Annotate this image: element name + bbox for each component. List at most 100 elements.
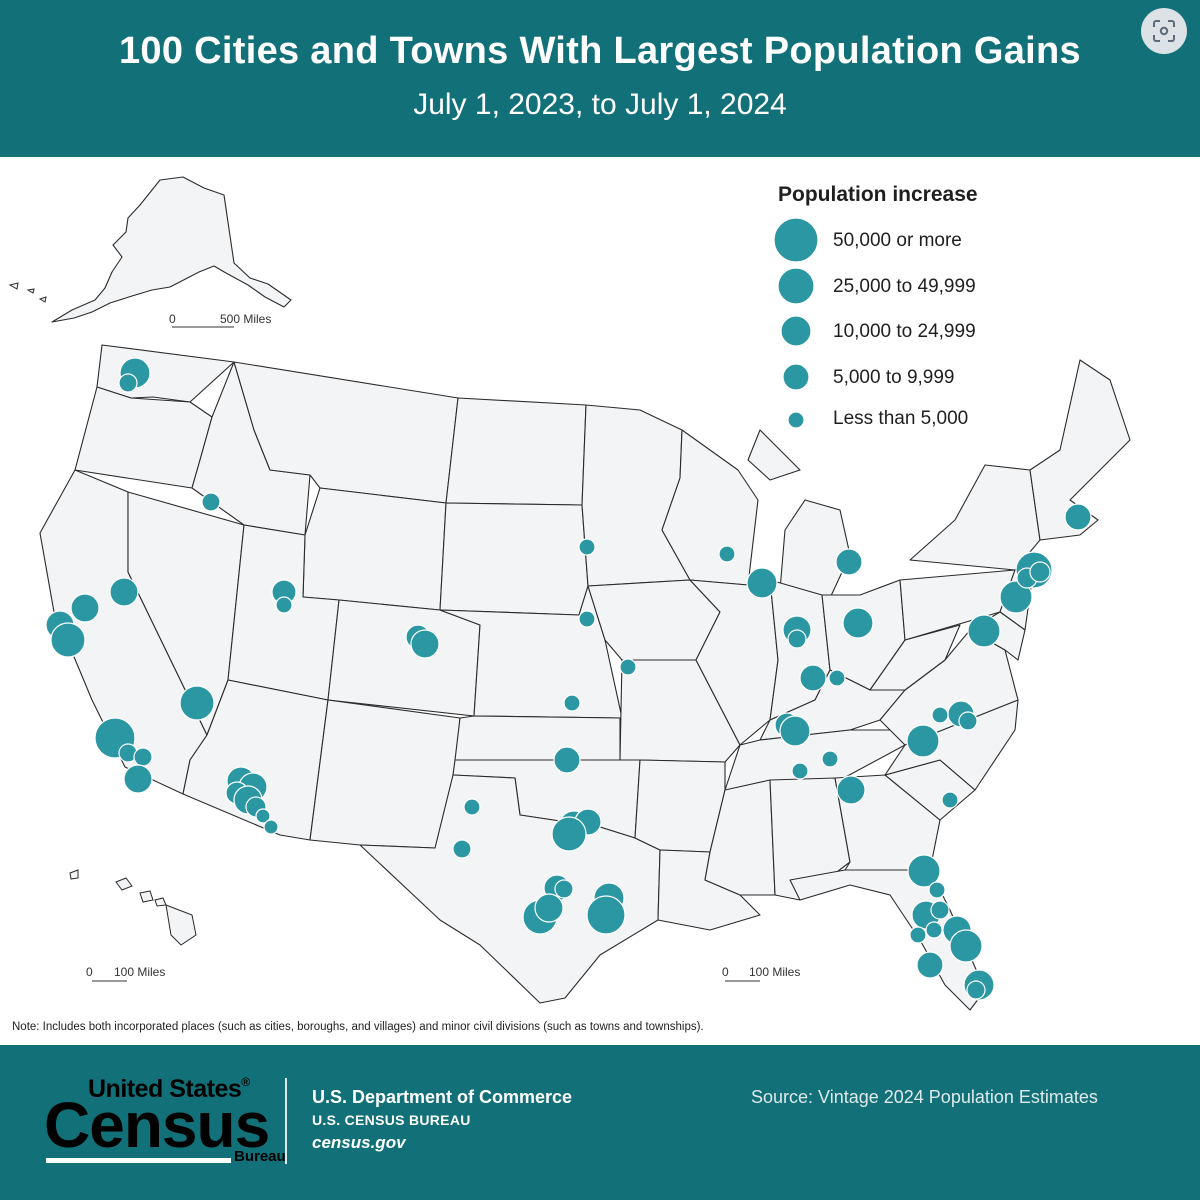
alaska <box>8 176 292 328</box>
legend-bubble-xl <box>773 217 819 263</box>
city-bubble <box>534 893 564 923</box>
legend-label-s: 5,000 to 9,999 <box>833 367 955 388</box>
map-title: 100 Cities and Towns With Largest Popula… <box>119 30 1081 72</box>
city-bubble <box>50 622 86 658</box>
city-bubble <box>907 854 941 888</box>
state-iowa <box>587 579 721 661</box>
city-bubble <box>553 746 581 774</box>
legend-title: Population increase <box>778 183 978 206</box>
city-bubble <box>1029 561 1051 583</box>
florida-scale-zero: 0 <box>722 965 729 979</box>
city-bubble <box>1064 503 1092 531</box>
logo-underline <box>46 1158 231 1163</box>
city-bubble <box>410 629 440 659</box>
bureau-name: U.S. CENSUS BUREAU <box>312 1112 471 1128</box>
city-bubble <box>967 614 1001 648</box>
city-bubble <box>619 658 637 676</box>
city-bubble <box>554 879 574 899</box>
state-colorado <box>327 599 481 717</box>
header-banner: 100 Cities and Towns With Largest Popula… <box>0 0 1200 157</box>
legend-bubbles <box>773 217 819 429</box>
census-logo[interactable]: United States® Census Bureau <box>44 1075 286 1170</box>
city-bubble <box>133 747 153 767</box>
city-bubble <box>949 929 983 963</box>
city-bubble <box>118 373 138 393</box>
logo-united-states: United States® <box>88 1075 250 1103</box>
city-bubble <box>70 593 100 623</box>
legend-bubble-m <box>780 315 812 347</box>
footer-banner <box>0 1045 1200 1200</box>
city-bubbles <box>45 357 1092 1001</box>
city-bubble <box>931 706 949 724</box>
city-bubble <box>916 951 944 979</box>
city-bubble <box>746 567 778 599</box>
city-bubble <box>463 798 481 816</box>
city-bubble <box>787 629 807 649</box>
legend-label-m: 10,000 to 24,999 <box>833 321 976 342</box>
city-bubble <box>179 685 215 721</box>
logo-bureau: Bureau <box>234 1148 286 1165</box>
logo-census: Census <box>44 1089 270 1161</box>
state-west-virginia <box>869 624 961 691</box>
hawaii-scale-value: 100 Miles <box>114 965 166 979</box>
alaska-scale-value: 500 Miles <box>220 312 272 326</box>
state-kansas <box>454 715 621 761</box>
census-link[interactable]: census.gov <box>312 1133 406 1152</box>
city-bubble <box>906 724 940 758</box>
state-nebraska <box>439 585 623 719</box>
footer-divider <box>285 1078 287 1164</box>
legend-label-l: 25,000 to 49,999 <box>833 276 976 297</box>
city-bubble <box>930 900 950 920</box>
city-bubble <box>821 750 839 768</box>
legend-bubble-xs <box>787 411 805 429</box>
city-bubble <box>842 607 874 639</box>
state-wyoming <box>302 487 447 611</box>
legend-label-xl: 50,000 or more <box>833 230 962 251</box>
city-bubble <box>201 492 221 512</box>
state-new-york <box>909 464 1041 571</box>
state-arkansas <box>634 759 726 853</box>
city-bubble <box>275 596 293 614</box>
state-new-england <box>1029 359 1131 541</box>
department-name: U.S. Department of Commerce <box>312 1087 573 1107</box>
city-bubble <box>836 775 866 805</box>
city-bubble <box>958 711 978 731</box>
city-bubble <box>563 694 581 712</box>
image-search-icon <box>1153 20 1175 42</box>
city-bubble <box>586 895 626 935</box>
florida-scale-value: 100 Miles <box>749 965 801 979</box>
city-bubble <box>123 764 153 794</box>
city-bubble <box>966 980 986 1000</box>
city-bubble <box>909 926 927 944</box>
city-bubble <box>779 715 811 747</box>
state-oregon <box>74 386 213 489</box>
city-bubble <box>255 808 271 824</box>
city-bubble <box>928 881 946 899</box>
legend-bubble-s <box>782 363 810 391</box>
state-new-mexico <box>309 699 461 849</box>
city-bubble <box>828 669 846 687</box>
city-bubble <box>791 762 809 780</box>
city-bubble <box>452 839 472 859</box>
city-bubble <box>799 664 827 692</box>
legend-label-xs: Less than 5,000 <box>833 408 969 429</box>
city-bubble <box>578 610 596 628</box>
map-subtitle: July 1, 2023, to July 1, 2024 <box>413 88 787 121</box>
city-bubble <box>925 921 943 939</box>
alaska-scale-zero: 0 <box>169 312 176 326</box>
city-bubble <box>263 819 279 835</box>
image-search-button[interactable] <box>1141 8 1187 54</box>
city-bubble <box>109 577 139 607</box>
hawaii-scale-zero: 0 <box>86 965 93 979</box>
city-bubble <box>999 580 1033 614</box>
hawaii <box>69 869 197 982</box>
source-text: Source: Vintage 2024 Population Estimate… <box>751 1087 1098 1107</box>
legend-bubble-l <box>777 267 815 305</box>
footnote: Note: Includes both incorporated places … <box>12 1021 704 1033</box>
city-bubble <box>941 791 959 809</box>
contiguous-states <box>39 344 1131 1011</box>
city-bubble <box>835 548 863 576</box>
state-north-dakota <box>445 397 587 506</box>
city-bubble <box>551 816 587 852</box>
city-bubble <box>718 545 736 563</box>
